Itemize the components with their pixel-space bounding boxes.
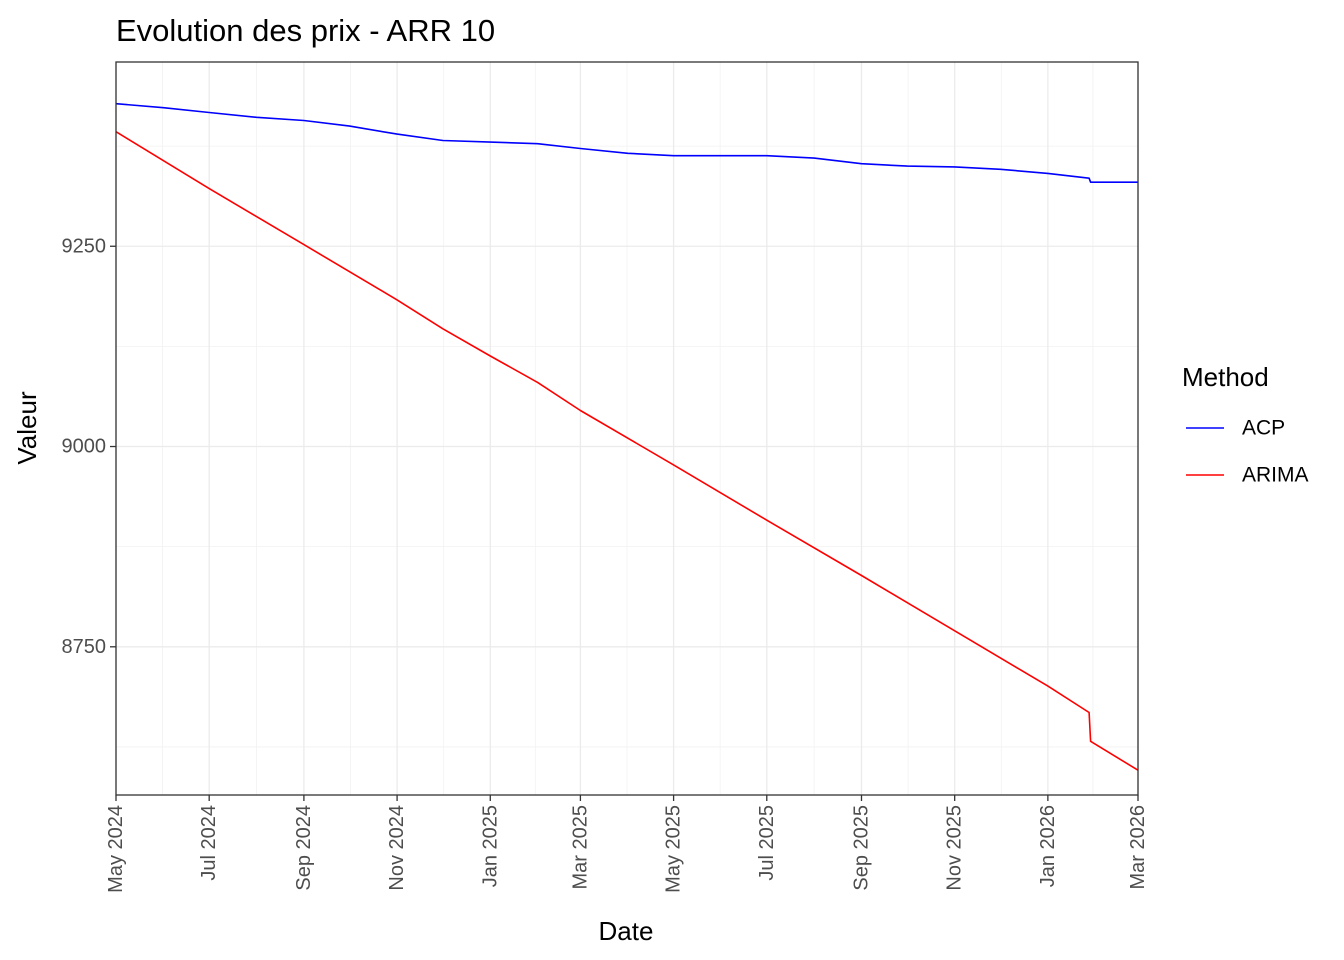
x-tick-label: Mar 2026 xyxy=(1127,805,1149,890)
x-axis-title: Date xyxy=(599,916,654,946)
legend-label-acp: ACP xyxy=(1242,417,1285,440)
x-tick-label: Nov 2025 xyxy=(944,805,966,891)
x-tick-label: Sep 2025 xyxy=(850,805,872,891)
x-tick-label: Jul 2024 xyxy=(198,805,220,881)
legend-title: Method xyxy=(1182,362,1269,392)
legend-label-arima: ARIMA xyxy=(1242,464,1309,487)
x-tick-label: Mar 2025 xyxy=(569,805,591,890)
panel-border xyxy=(115,61,1139,796)
chart-title: Evolution des prix - ARR 10 xyxy=(116,13,495,48)
x-axis: May 2024 Jul 2024 Sep 2024 Nov 2024 Jan 2025… xyxy=(105,795,1149,893)
y-tick-label: 9250 xyxy=(62,235,107,257)
x-tick-label: Jan 2025 xyxy=(479,805,501,887)
y-axis: 8750 9000 9250 xyxy=(62,235,116,658)
x-tick-label: Sep 2024 xyxy=(293,805,315,891)
series-layer xyxy=(115,102,1139,771)
x-tick-label: Nov 2024 xyxy=(386,805,408,891)
series-line-acp xyxy=(115,102,1138,183)
x-tick-label: Jul 2025 xyxy=(756,805,778,881)
legend-items: ACP ARIMA xyxy=(1186,417,1309,487)
grid-minor xyxy=(116,62,1138,795)
y-tick-label: 9000 xyxy=(62,436,107,458)
series-line-arima xyxy=(115,131,1139,771)
x-tick-label: May 2024 xyxy=(105,805,127,893)
legend: Method ACP ARIMA xyxy=(1182,362,1309,487)
y-tick-label: 8750 xyxy=(62,636,107,658)
x-tick-label: May 2025 xyxy=(663,805,685,893)
x-tick-label: Jan 2026 xyxy=(1037,805,1059,887)
y-axis-title: Valeur xyxy=(12,391,42,465)
